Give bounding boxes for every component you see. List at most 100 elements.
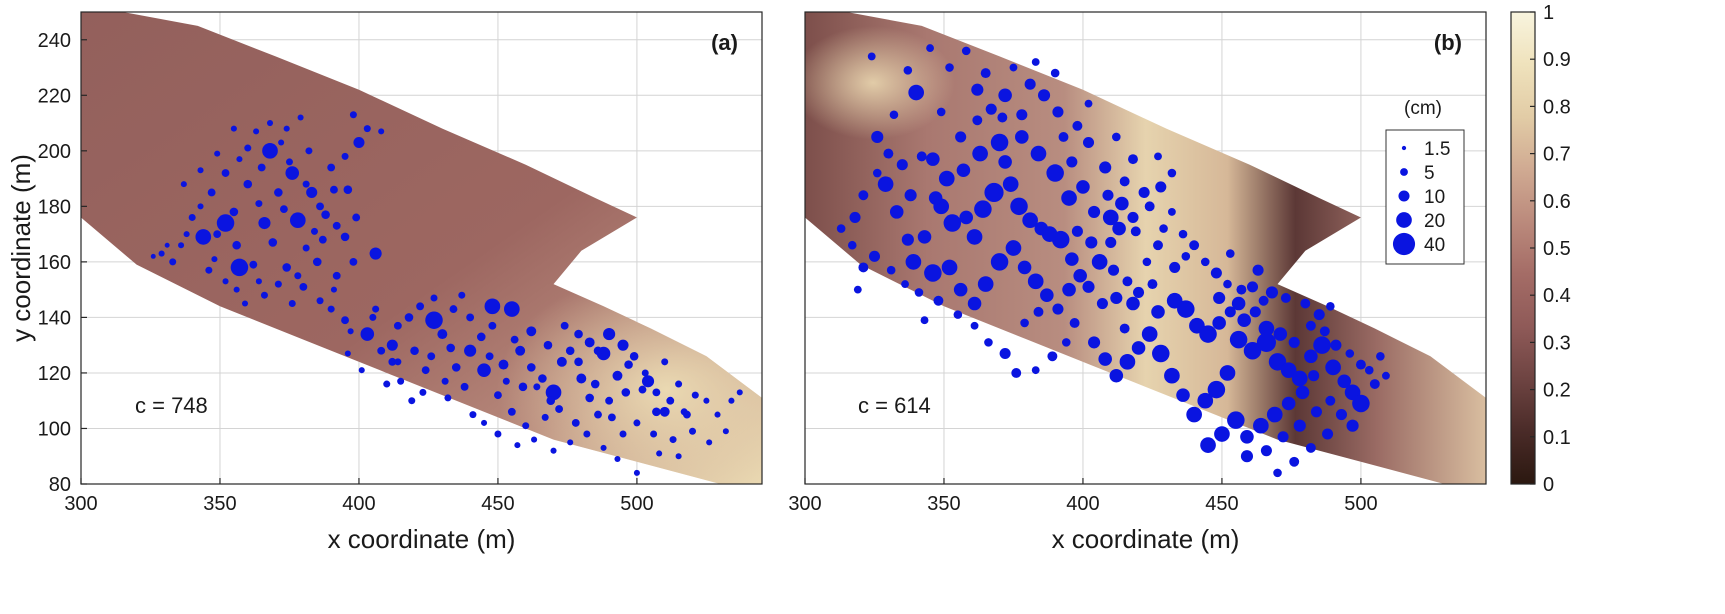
scatter-point [1154, 152, 1162, 161]
scatter-point [268, 238, 278, 247]
scatter-point [555, 405, 564, 413]
scatter-point [378, 128, 385, 135]
scatter-point [1017, 260, 1032, 275]
scatter-point [197, 167, 204, 174]
scatter-point [1237, 313, 1251, 327]
scatter-point [933, 295, 944, 306]
scatter-point [600, 444, 607, 451]
colorbar-tick-label: 0.4 [1543, 285, 1571, 307]
scatter-point [920, 316, 929, 325]
scatter-point [1016, 109, 1028, 121]
x-tick-label: 500 [620, 493, 653, 515]
scatter-point [510, 335, 519, 344]
scatter-point [1142, 257, 1152, 267]
scatter-point [990, 253, 1009, 271]
scatter-point [1212, 316, 1226, 330]
scatter-point [531, 436, 538, 443]
scatter-point [289, 212, 306, 229]
scatter-point [1062, 282, 1076, 297]
scatter-point [970, 321, 979, 330]
scatter-point [533, 383, 541, 391]
scatter-point [1164, 367, 1180, 384]
scatter-point [1151, 305, 1165, 319]
scatter-point [1225, 249, 1235, 258]
scatter-point [1352, 394, 1370, 413]
scatter-point [1169, 261, 1181, 273]
scatter-point [330, 185, 338, 194]
scatter-point [984, 338, 993, 347]
scatter-point [974, 200, 992, 218]
scatter-point [1376, 351, 1385, 361]
scatter-point [518, 382, 528, 392]
scatter-point [460, 382, 469, 391]
scatter-point [526, 326, 537, 337]
scatter-point [302, 180, 310, 188]
scatter-point [1031, 58, 1040, 66]
scatter-point [282, 263, 291, 272]
scatter-point [953, 282, 968, 297]
scatter-point [1110, 291, 1123, 305]
scatter-point [216, 214, 235, 232]
scatter-point [917, 230, 932, 244]
scatter-point [1130, 226, 1141, 237]
y-tick-label: 180 [38, 196, 71, 218]
scatter-point [1236, 284, 1247, 295]
scatter-point [1088, 336, 1101, 349]
scatter-point [1153, 240, 1163, 251]
scatter-point [294, 272, 302, 280]
scatter-point [488, 321, 497, 330]
scatter-point [853, 285, 862, 294]
scatter-point [1281, 396, 1296, 411]
scatter-point [985, 103, 997, 115]
x-tick-label: 400 [1066, 493, 1099, 515]
scatter-point [207, 188, 216, 197]
scatter-point [1071, 225, 1083, 237]
scatter-point [1144, 201, 1155, 212]
scatter-point [1105, 236, 1117, 248]
scatter-point [1050, 68, 1060, 78]
scatter-point [1147, 279, 1158, 290]
scatter-point [205, 266, 213, 274]
scatter-point [1033, 306, 1044, 317]
scatter-point [545, 384, 562, 401]
scatter-point [666, 396, 675, 405]
scatter-point [961, 46, 971, 56]
scatter-point [1061, 190, 1077, 206]
scatter-point [1293, 419, 1306, 432]
legend-marker [1401, 145, 1407, 151]
scatter-point [178, 242, 185, 249]
scatter-point [1047, 351, 1058, 362]
colorbar-ticks: 0 0.1 0.2 0.3 0.4 0.5 0.6 0.7 0.8 0.9 1 [1530, 2, 1571, 496]
scatter-point [515, 345, 526, 356]
scatter-point [316, 297, 324, 305]
scatter-point [990, 133, 1009, 152]
scatter-point [914, 288, 924, 297]
scatter-point [441, 377, 449, 385]
scatter-point [971, 83, 984, 96]
scatter-point [889, 110, 899, 120]
scatter-point [984, 182, 1004, 203]
scatter-point [998, 88, 1012, 103]
scatter-point [477, 363, 491, 377]
scatter-point [1015, 130, 1029, 144]
scatter-point [928, 191, 943, 205]
scatter-point [594, 410, 602, 419]
scatter-point [1200, 257, 1210, 267]
scatter-point [656, 450, 663, 457]
legend-label: 40 [1424, 235, 1445, 256]
scatter-point [425, 311, 443, 329]
scatter-point [253, 128, 260, 135]
scatter-point [1115, 196, 1129, 211]
scatter-point [481, 419, 488, 426]
scatter-point [593, 346, 603, 356]
scatter-point [369, 313, 377, 321]
axes-frame-b [804, 11, 1487, 485]
scatter-point [408, 397, 416, 405]
scatter-point [574, 329, 583, 339]
scatter-point [233, 286, 240, 293]
scatter-point [1046, 164, 1064, 182]
scatter-point [905, 254, 922, 270]
scatter-point [585, 393, 594, 403]
scatter-point [1084, 99, 1093, 108]
legend-marker [1400, 168, 1408, 176]
